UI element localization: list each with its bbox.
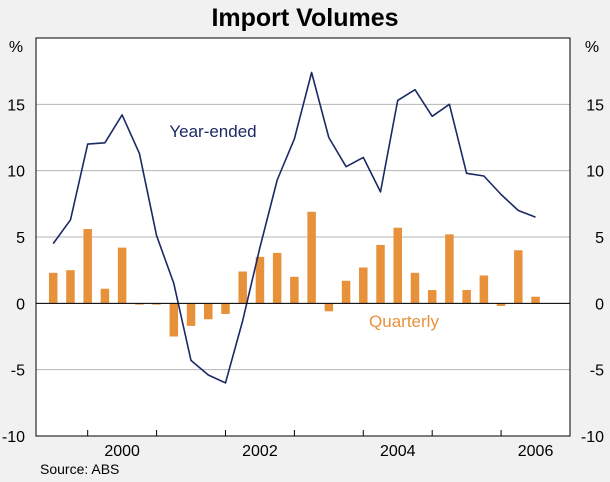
- x-tick-marks: [87, 430, 571, 436]
- x-tick-label: 2004: [380, 443, 416, 460]
- quarterly-bar: [427, 290, 437, 304]
- quarterly-bar: [204, 303, 213, 320]
- y-unit-left: %: [9, 39, 23, 56]
- quarterly-bar: [359, 267, 368, 304]
- quarterly-bar: [135, 303, 144, 305]
- y-tick-label-left: 10: [7, 164, 25, 181]
- quarterly-bar: [117, 247, 127, 304]
- quarterly-bar: [221, 303, 230, 314]
- year-ended-label: Year-ended: [169, 122, 256, 141]
- quarterly-bar: [496, 303, 506, 306]
- quarterly-bar: [462, 290, 471, 304]
- chart-title: Import Volumes: [211, 4, 398, 32]
- y-tick-label-right: -10: [581, 429, 604, 446]
- y-tick-label-right: 10: [586, 164, 604, 181]
- y-tick-label-left: -5: [11, 363, 25, 380]
- y-tick-label-left: 5: [16, 230, 25, 247]
- quarterly-bar: [479, 275, 489, 304]
- y-tick-label-left: 15: [7, 97, 25, 114]
- quarterly-bars: [48, 211, 540, 337]
- y-unit-right: %: [585, 39, 599, 56]
- plot-border: [35, 37, 571, 437]
- year-ended-line: [52, 71, 536, 384]
- quarterly-bar: [238, 271, 247, 304]
- quarterly-bar: [445, 234, 454, 304]
- quarterly-bar: [307, 211, 316, 304]
- quarterly-bar: [531, 296, 540, 304]
- quarterly-bar: [48, 272, 58, 304]
- y-tick-label-right: 15: [586, 97, 604, 114]
- source-note: Source: ABS: [40, 461, 119, 477]
- y-tick-label-right: -5: [590, 363, 604, 380]
- quarterly-bar: [83, 229, 92, 304]
- quarterly-bar: [341, 280, 351, 304]
- quarterly-bar: [255, 256, 265, 304]
- quarterly-bar: [410, 272, 420, 304]
- y-tick-labels: -10 -10 -5 -5 0 0 5 5 10 10 15 15: [2, 97, 604, 446]
- quarterly-bar: [186, 303, 196, 326]
- y-tick-label-right: 5: [595, 230, 604, 247]
- quarterly-bar: [290, 276, 299, 304]
- quarterly-bar: [272, 252, 282, 304]
- x-tick-label: 2006: [518, 443, 554, 460]
- y-tick-label-left: -10: [2, 429, 25, 446]
- x-tick-label: 2002: [242, 443, 278, 460]
- quarterly-label: Quarterly: [369, 312, 439, 331]
- x-tick-label: 2000: [104, 443, 140, 460]
- quarterly-bar: [66, 270, 75, 304]
- y-tick-label-left: 0: [16, 296, 25, 313]
- y-tick-label-right: 0: [595, 296, 604, 313]
- quarterly-bar: [514, 250, 523, 304]
- quarterly-bar: [169, 303, 179, 337]
- quarterly-bar: [152, 303, 161, 305]
- x-tick-labels: 2000 2002 2004 2006: [104, 443, 553, 460]
- quarterly-bar: [376, 244, 385, 304]
- quarterly-bar: [393, 227, 402, 304]
- quarterly-bar: [100, 288, 110, 304]
- quarterly-bar: [324, 303, 334, 312]
